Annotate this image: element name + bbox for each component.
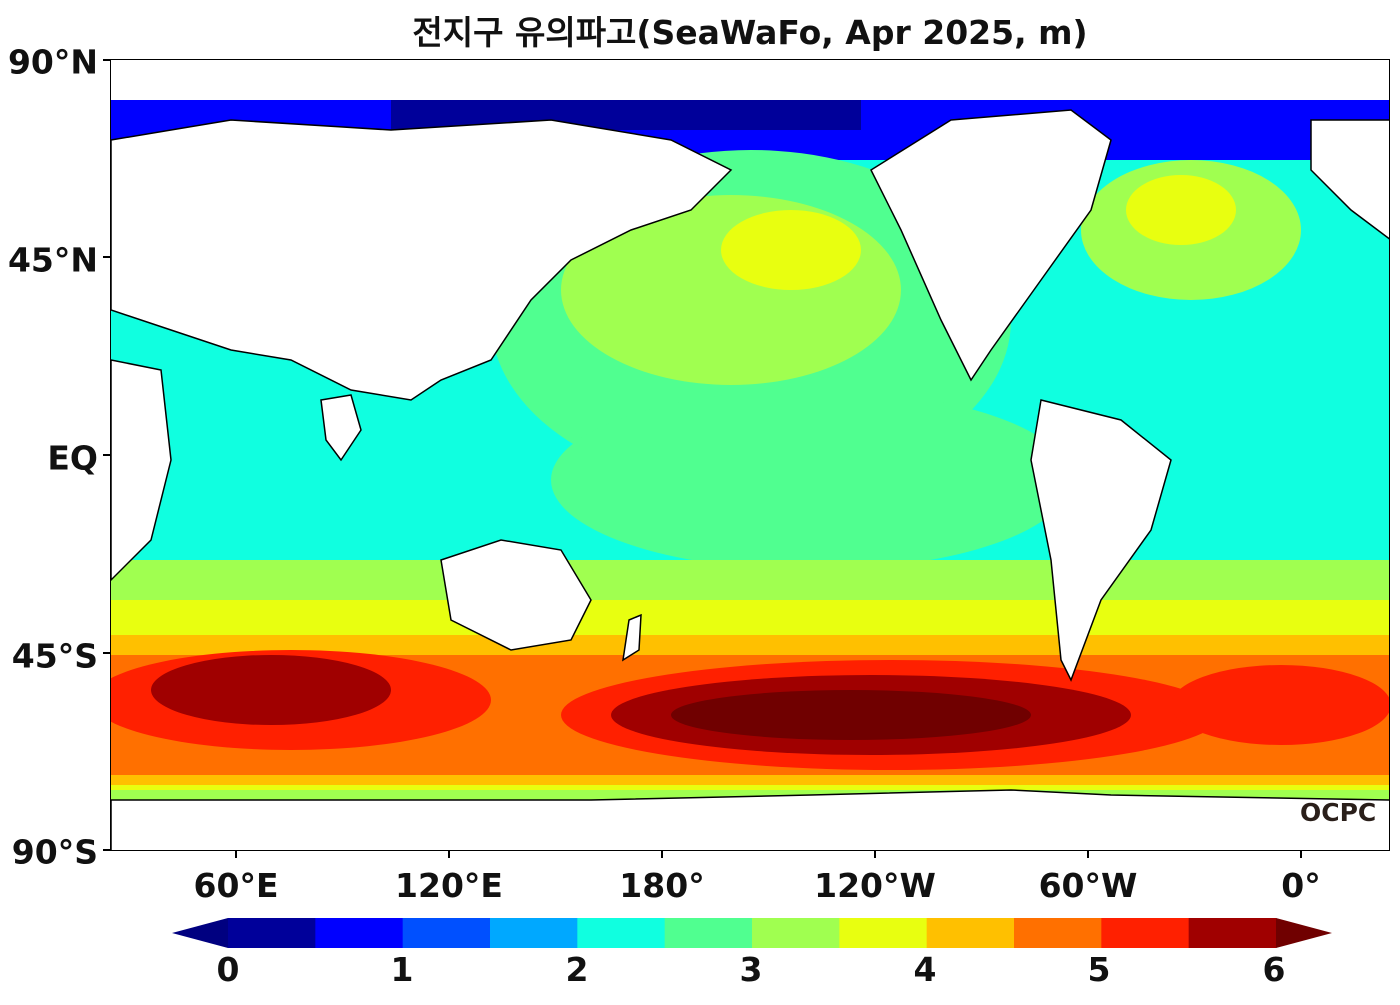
colorbar-cell	[839, 918, 928, 948]
y-tick-mark	[103, 256, 110, 258]
y-tick-mark	[103, 59, 110, 61]
x-tick-mark	[448, 851, 450, 858]
x-tick-120e: 120°E	[395, 866, 503, 905]
colorbar-cell	[752, 918, 840, 948]
australia	[440, 539, 592, 651]
colorbar-cell	[228, 918, 316, 948]
colorbar-over-arrow	[1276, 918, 1332, 948]
south-america	[1030, 399, 1172, 682]
x-tick-120w: 120°W	[814, 866, 936, 905]
y-tick-90s: 90°S	[11, 832, 98, 872]
colorbar-tick-0: 0	[216, 950, 240, 989]
x-tick-mark	[1087, 851, 1089, 858]
north-america	[870, 109, 1112, 382]
colorbar-cell	[315, 918, 404, 948]
colorbar-tick-1: 1	[390, 950, 414, 989]
x-tick-mark	[661, 851, 663, 858]
north-atlantic-core	[1126, 175, 1236, 245]
land-masses	[111, 109, 1389, 850]
colorbar-under-arrow	[172, 918, 228, 948]
south-atlantic-high	[1171, 665, 1389, 745]
x-tick-60e: 60°E	[193, 866, 279, 905]
colorbar-tick-2: 2	[565, 950, 589, 989]
south-pacific-max	[671, 690, 1031, 740]
x-tick-0: 0°	[1281, 866, 1321, 905]
colorbar-tick-3: 3	[739, 950, 763, 989]
colorbar-cell	[1014, 918, 1102, 948]
x-tick-mark	[874, 851, 876, 858]
y-tick-mark	[103, 849, 110, 851]
africa	[111, 359, 172, 582]
wave-height-map	[111, 100, 1389, 850]
colorbar-tick-6: 6	[1262, 950, 1286, 989]
colorbar-cell	[664, 918, 753, 948]
colorbar-cell	[577, 918, 666, 948]
y-tick-45s: 45°S	[11, 636, 98, 676]
antarctica	[111, 789, 1389, 850]
map-title: 전지구 유의파고(SeaWaFo, Apr 2025, m)	[412, 13, 1088, 52]
y-tick-mark	[103, 652, 110, 654]
india	[320, 394, 362, 462]
x-tick-60w: 60°W	[1038, 866, 1138, 905]
x-tick-mark	[1300, 851, 1302, 858]
colorbar-cell	[490, 918, 578, 948]
y-tick-mark	[103, 454, 110, 456]
map-plot-area	[110, 59, 1390, 851]
new-zealand	[622, 613, 642, 662]
ocpc-logo: OCPC	[1300, 798, 1377, 827]
eurasia	[111, 119, 733, 401]
y-tick-90n: 90°N	[7, 42, 98, 82]
greenland-europe	[1310, 119, 1389, 240]
x-tick-mark	[235, 851, 237, 858]
y-tick-eq: EQ	[47, 438, 98, 478]
colorbar-cell	[1188, 918, 1277, 948]
colorbar	[172, 918, 1332, 948]
colorbar-cell	[1101, 918, 1190, 948]
colorbar-tick-4: 4	[913, 950, 937, 989]
x-tick-180: 180°	[619, 866, 705, 905]
colorbar-cell	[926, 918, 1015, 948]
south-indian-peak	[151, 655, 391, 725]
ocean-field	[111, 100, 1389, 800]
north-pacific-peak	[721, 210, 861, 290]
colorbar-tick-5: 5	[1087, 950, 1111, 989]
colorbar-cell	[402, 918, 491, 948]
y-tick-45n: 45°N	[7, 240, 98, 280]
tropical-pacific	[551, 390, 1071, 570]
